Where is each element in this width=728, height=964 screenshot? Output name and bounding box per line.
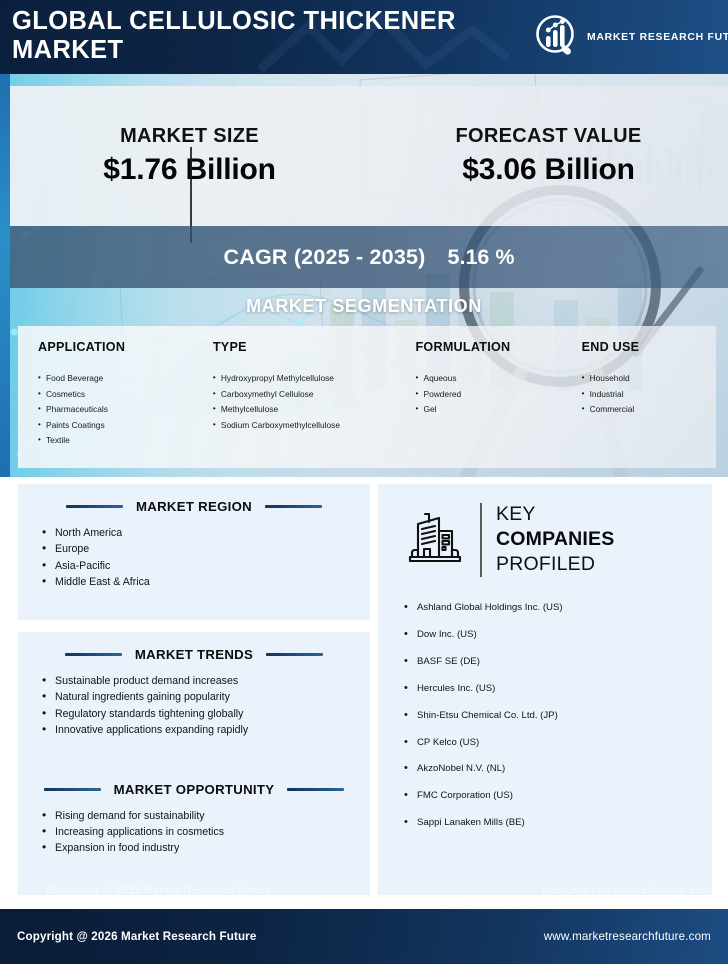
rule-right bbox=[266, 653, 324, 656]
value-divider bbox=[189, 147, 192, 243]
watermark-website: www.marketresearchfuture.com bbox=[542, 885, 712, 897]
market-trends-opportunity-card: MARKET TRENDS Sustainable product demand… bbox=[18, 632, 370, 895]
segment-column-formulation: FORMULATION Aqueous Powdered Gel bbox=[395, 340, 561, 468]
segment-item: Pharmaceuticals bbox=[38, 401, 193, 418]
page-title: GLOBAL CELLULOSIC THICKENER MARKET bbox=[12, 7, 456, 64]
footer-copyright: Copyright @ 2026 Market Research Future bbox=[17, 930, 257, 943]
list-item: Shin-Etsu Chemical Co. Ltd. (JP) bbox=[404, 702, 712, 730]
segment-heading: END USE bbox=[581, 340, 640, 354]
list-item: Rising demand for sustainability bbox=[40, 807, 370, 824]
segment-item: Household bbox=[582, 370, 716, 387]
logo-wordmark: MARKET RESEARCH FUTURE bbox=[587, 31, 728, 43]
market-region-card: MARKET REGION North America Europe Asia-… bbox=[18, 484, 370, 620]
segment-column-application: APPLICATION Food Beverage Cosmetics Phar… bbox=[18, 340, 193, 468]
market-region-list: North America Europe Asia-Pacific Middle… bbox=[40, 524, 370, 591]
key-companies-header: KEY COMPANIES PROFILED bbox=[378, 484, 712, 577]
rule-right bbox=[265, 505, 322, 508]
rule-left bbox=[66, 505, 123, 508]
key-companies-title-line1: KEY bbox=[496, 503, 536, 525]
list-item: Innovative applications expanding rapidl… bbox=[40, 721, 370, 738]
segment-item: Hydroxypropyl Methylcellulose bbox=[213, 370, 396, 387]
forecast-value-cell: FORECAST VALUE $3.06 Billion bbox=[369, 125, 728, 187]
market-segmentation-panel: APPLICATION Food Beverage Cosmetics Phar… bbox=[18, 326, 716, 468]
key-companies-divider bbox=[480, 502, 482, 577]
rule-left bbox=[64, 653, 122, 656]
market-size-cell: MARKET SIZE $1.76 Billion bbox=[10, 125, 369, 243]
key-companies-title-line2: COMPANIES bbox=[496, 528, 615, 550]
segment-heading: FORMULATION bbox=[415, 340, 511, 354]
segment-item: Cosmetics bbox=[38, 386, 193, 403]
segment-item: Sodium Carboxymethylcellulose bbox=[213, 417, 396, 434]
hero-left-accent-stripe bbox=[0, 74, 10, 477]
market-region-header: MARKET REGION bbox=[18, 484, 370, 514]
footer-bar: Copyright @ 2026 Market Research Future … bbox=[0, 909, 728, 964]
market-size-label: MARKET SIZE bbox=[120, 125, 259, 147]
market-opportunity-header: MARKET OPPORTUNITY bbox=[18, 739, 370, 797]
forecast-value-value: $3.06 Billion bbox=[462, 153, 635, 186]
segment-item: Food Beverage bbox=[38, 370, 193, 387]
list-item: Dow Inc. (US) bbox=[404, 621, 712, 649]
hero-section: MARKET SIZE $1.76 Billion FORECAST VALUE… bbox=[0, 74, 728, 477]
market-opportunity-title: MARKET OPPORTUNITY bbox=[113, 781, 275, 797]
list-item: CP Kelco (US) bbox=[404, 729, 712, 757]
rule-left bbox=[43, 787, 101, 791]
key-companies-title-line3: PROFILED bbox=[496, 553, 596, 575]
segment-item: Methylcellulose bbox=[213, 401, 396, 418]
magnifier-bar-chart-logo-icon bbox=[534, 14, 580, 60]
list-item: AkzoNobel N.V. (NL) bbox=[404, 755, 712, 783]
list-item: Expansion in food industry bbox=[40, 839, 370, 856]
header-bar: GLOBAL CELLULOSIC THICKENER MARKET MARKE… bbox=[0, 0, 728, 74]
rule-right bbox=[287, 787, 345, 791]
segment-heading: TYPE bbox=[212, 340, 247, 354]
list-item: Regulatory standards tightening globally bbox=[40, 705, 370, 722]
company-logo: MARKET RESEARCH FUTURE ® bbox=[534, 14, 728, 60]
list-item: Asia-Pacific bbox=[40, 557, 370, 574]
footer-website[interactable]: www.marketresearchfuture.com bbox=[543, 930, 711, 943]
cagr-band: CAGR (2025 - 2035) 5.16 % bbox=[10, 226, 728, 288]
segment-item: Carboxymethyl Cellulose bbox=[213, 386, 396, 403]
segment-item: Aqueous bbox=[415, 370, 561, 387]
segment-heading: APPLICATION bbox=[38, 340, 126, 354]
list-item: Sustainable product demand increases bbox=[40, 672, 370, 689]
cagr-label: CAGR (2025 - 2035) bbox=[223, 244, 426, 269]
logo-text: MARKET RESEARCH FUTURE ® bbox=[587, 32, 728, 43]
market-trends-title: MARKET TRENDS bbox=[134, 647, 254, 662]
segment-column-end-use: END USE Household Industrial Commercial bbox=[562, 340, 716, 468]
market-opportunity-list: Rising demand for sustainability Increas… bbox=[40, 807, 370, 857]
office-building-icon bbox=[400, 507, 466, 573]
watermark-copyright: Copyright @ 2025 Market Research Future bbox=[46, 885, 272, 897]
key-companies-title: KEY COMPANIES PROFILED bbox=[496, 502, 614, 577]
segment-column-type: TYPE Hydroxypropyl Methylcellulose Carbo… bbox=[193, 340, 396, 468]
forecast-value-label: FORECAST VALUE bbox=[455, 125, 642, 147]
header-decoration bbox=[256, 11, 510, 74]
list-item: Sappi Lanaken Mills (BE) bbox=[404, 809, 712, 837]
market-region-title: MARKET REGION bbox=[136, 499, 252, 514]
list-item: Ashland Global Holdings Inc. (US) bbox=[404, 594, 712, 622]
segment-item: Industrial bbox=[582, 386, 716, 403]
market-value-band: MARKET SIZE $1.76 Billion FORECAST VALUE… bbox=[10, 86, 728, 243]
segment-item: Powdered bbox=[415, 386, 561, 403]
list-item: Europe bbox=[40, 540, 370, 557]
market-segmentation-title: MARKET SEGMENTATION bbox=[246, 296, 482, 316]
list-item: Natural ingredients gaining popularity bbox=[40, 688, 370, 705]
list-item: FMC Corporation (US) bbox=[404, 782, 712, 810]
list-item: Increasing applications in cosmetics bbox=[40, 823, 370, 840]
market-trends-list: Sustainable product demand increases Nat… bbox=[40, 672, 370, 739]
list-item: BASF SE (DE) bbox=[404, 648, 712, 676]
cagr-value: 5.16 % bbox=[447, 244, 515, 269]
segment-item: Gel bbox=[415, 401, 561, 418]
list-item: Hercules Inc. (US) bbox=[404, 675, 712, 703]
list-item: Middle East & Africa bbox=[40, 573, 370, 590]
market-trends-header: MARKET TRENDS bbox=[18, 632, 370, 662]
segment-item: Textile bbox=[38, 432, 193, 449]
list-item: North America bbox=[40, 524, 370, 541]
key-companies-card: KEY COMPANIES PROFILED Ashland Global Ho… bbox=[378, 484, 712, 895]
segment-item: Commercial bbox=[582, 401, 716, 418]
segment-item: Paints Coatings bbox=[38, 417, 193, 434]
key-companies-list: Ashland Global Holdings Inc. (US) Dow In… bbox=[404, 594, 712, 837]
